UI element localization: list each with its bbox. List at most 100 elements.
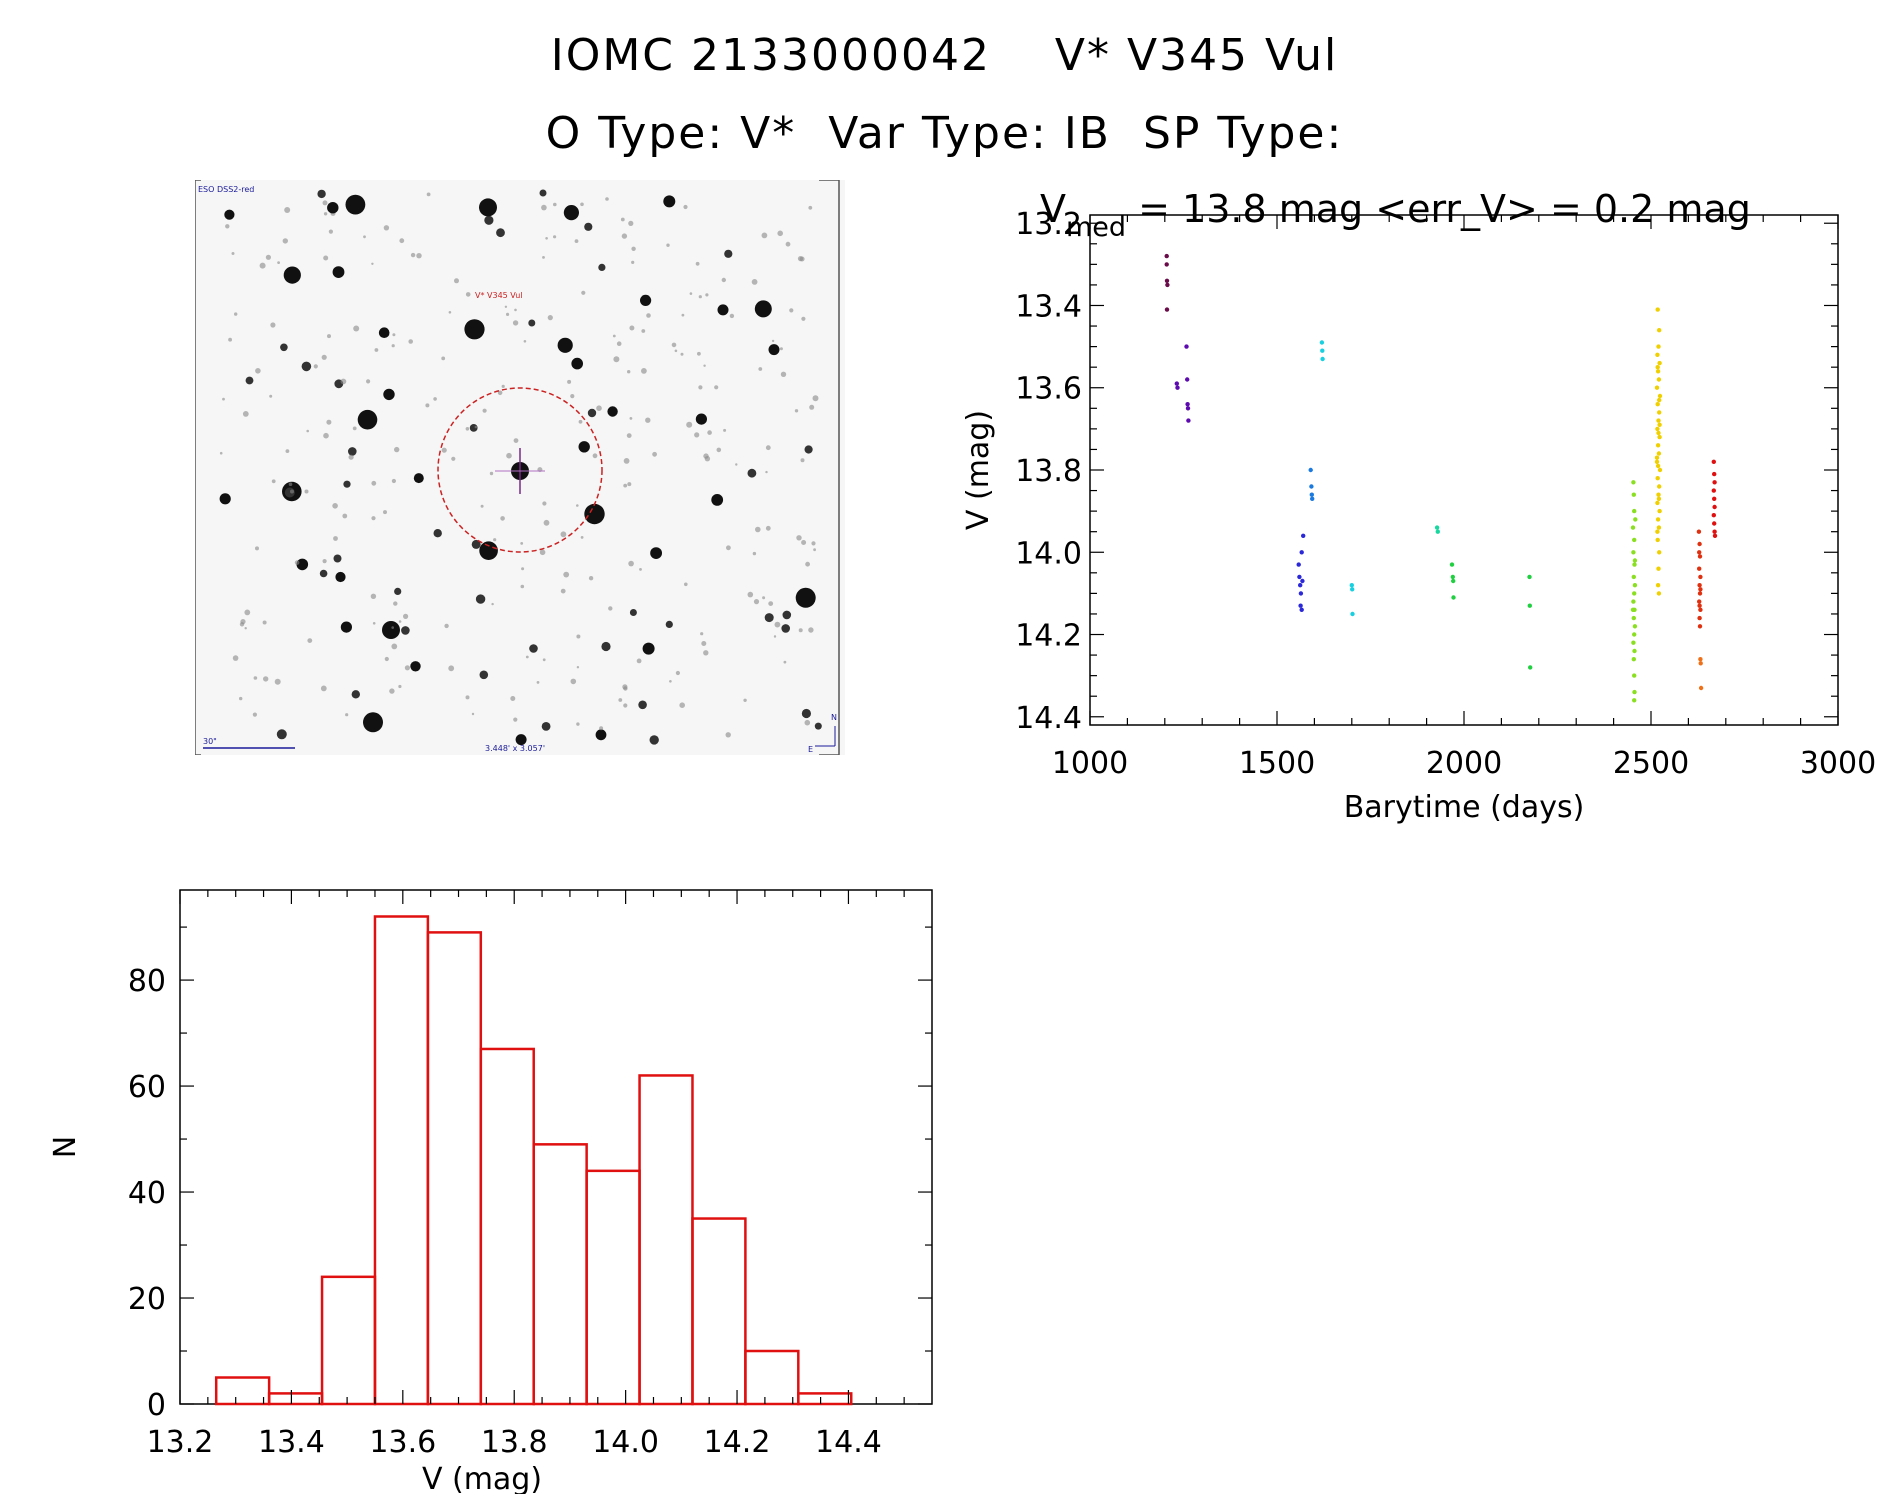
star — [514, 308, 517, 312]
data-point — [1654, 455, 1660, 460]
data-point — [1698, 587, 1703, 592]
star — [780, 371, 787, 377]
star — [801, 316, 806, 321]
star — [721, 277, 726, 283]
star — [612, 334, 616, 338]
data-point — [1657, 410, 1662, 415]
title-rest: = 13.8 mag <err_V> = 0.2 mag — [1126, 187, 1751, 231]
star — [500, 516, 505, 521]
star — [441, 447, 447, 453]
histogram-bar — [214, 1376, 271, 1406]
star — [398, 684, 402, 689]
star — [735, 463, 738, 466]
star — [340, 378, 347, 385]
star — [665, 620, 673, 628]
data-point — [1711, 513, 1716, 518]
data-point — [1657, 467, 1663, 473]
data-point — [1697, 541, 1702, 547]
x-tick-label: 14.0 — [592, 1425, 659, 1460]
star — [627, 370, 631, 374]
data-point — [1655, 365, 1660, 370]
star — [515, 734, 527, 746]
star — [623, 458, 630, 464]
x-tick-label: 1000 — [1052, 746, 1128, 781]
data-point — [1656, 344, 1661, 349]
star — [340, 621, 352, 633]
data-point — [1697, 566, 1702, 571]
star — [581, 290, 586, 295]
star — [631, 246, 636, 251]
y-tick-label: 13.4 — [1015, 289, 1082, 324]
data-point — [1697, 583, 1702, 588]
x-tick-label: 13.2 — [147, 1425, 214, 1460]
star — [352, 426, 357, 431]
histogram-bar — [797, 1392, 853, 1406]
star — [342, 513, 348, 519]
star — [563, 571, 570, 578]
star — [557, 337, 573, 353]
star — [274, 678, 281, 685]
data-point — [1657, 484, 1662, 489]
x-tick-label: 2000 — [1426, 746, 1502, 781]
star — [335, 571, 346, 583]
data-point — [1164, 278, 1170, 283]
star — [616, 341, 622, 346]
star — [580, 202, 584, 207]
star — [259, 262, 266, 269]
star — [761, 232, 768, 239]
star — [542, 658, 546, 662]
star — [781, 624, 790, 633]
star — [301, 361, 312, 372]
data-point — [1655, 352, 1660, 357]
data-point — [1632, 648, 1637, 654]
chart-title-line1: IOMC 2133000042 V* V345 Vul — [550, 30, 1339, 81]
data-point — [1654, 459, 1660, 464]
data-point — [1632, 537, 1637, 543]
star — [584, 222, 593, 231]
star — [754, 300, 772, 318]
star — [244, 609, 251, 616]
star — [465, 427, 470, 431]
data-point — [1712, 521, 1717, 526]
star — [454, 278, 459, 284]
data-point — [1655, 529, 1660, 534]
star — [578, 419, 583, 424]
star — [307, 638, 313, 643]
data-point — [1631, 657, 1636, 662]
y-tick-label: 14.0 — [1015, 536, 1082, 571]
star — [587, 408, 597, 418]
star — [348, 447, 357, 456]
star — [574, 239, 579, 243]
star — [576, 666, 580, 669]
data-point — [1299, 607, 1304, 612]
star — [444, 623, 449, 629]
star — [479, 198, 497, 217]
star — [553, 235, 557, 239]
star — [410, 252, 416, 258]
y-tick-label: 80 — [128, 964, 166, 999]
star — [808, 627, 814, 633]
star — [239, 622, 245, 627]
data-point — [1308, 467, 1313, 473]
data-point — [1656, 451, 1662, 456]
star — [520, 542, 524, 545]
star — [578, 441, 590, 453]
star — [541, 204, 547, 211]
star — [560, 588, 566, 594]
star — [448, 311, 452, 314]
star — [782, 610, 792, 620]
y-tick-label: 13.8 — [1015, 454, 1082, 489]
star — [698, 385, 703, 390]
star — [567, 379, 572, 384]
star — [689, 292, 693, 295]
histogram-ylabel: N — [50, 1136, 83, 1158]
star — [348, 454, 354, 460]
star — [370, 593, 377, 599]
star — [479, 670, 489, 680]
data-point — [1164, 262, 1169, 267]
star — [725, 732, 731, 738]
star — [729, 313, 735, 319]
chart-title-line2: O Type: V* Var Type: IB SP Type: — [545, 108, 1344, 159]
star — [716, 447, 722, 453]
star — [520, 584, 525, 589]
